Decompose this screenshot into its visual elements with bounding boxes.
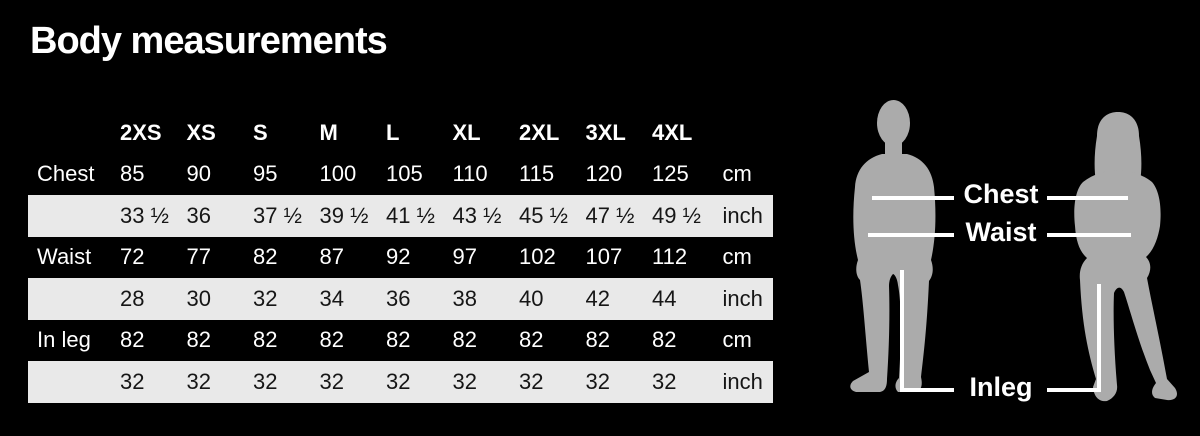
measurement-cell: 32 bbox=[120, 368, 145, 394]
unit-label: cm bbox=[722, 327, 752, 353]
measurement-cell: 30 bbox=[186, 285, 211, 311]
measurement-cell: 36 bbox=[186, 202, 211, 228]
measurement-cell: 40 bbox=[519, 285, 544, 311]
measurement-cell: 41 ½ bbox=[386, 202, 435, 228]
measurement-cell: 32 bbox=[452, 368, 477, 394]
size-header-cell: XS bbox=[186, 119, 216, 145]
measurement-row: In leg 82 82 82 82 82 82 82 82 82 cm bbox=[28, 320, 773, 362]
measurement-cell: 82 bbox=[519, 327, 544, 353]
waist-label: Waist bbox=[965, 217, 1037, 247]
measurement-cell: 44 bbox=[652, 285, 677, 311]
waist-line-left bbox=[868, 233, 954, 237]
chest-label: Chest bbox=[963, 179, 1039, 209]
measurement-row: Chest 85 90 95 100 105 110 115 120 125 cm bbox=[28, 154, 773, 196]
measurement-row: Waist 72 77 82 87 92 97 102 107 112 cm bbox=[28, 237, 773, 279]
measurement-cell: 110 bbox=[452, 161, 488, 187]
measurement-cell: 112 bbox=[652, 244, 688, 270]
measurement-cell: 102 bbox=[519, 244, 556, 270]
chest-line-right bbox=[1047, 196, 1128, 200]
row-label: Chest bbox=[37, 161, 95, 187]
measurement-row: 33 ½ 36 37 ½ 39 ½ 41 ½ 43 ½ 45 ½ 47 ½ 49 ½ inch bbox=[28, 195, 773, 237]
size-header-cell: M bbox=[319, 119, 338, 145]
male-silhouette bbox=[850, 100, 936, 392]
measurement-row: 28 30 32 34 36 38 40 42 44 inch bbox=[28, 278, 773, 320]
measurement-cell: 97 bbox=[452, 244, 477, 270]
measurement-cell: 32 bbox=[386, 368, 411, 394]
unit-label: cm bbox=[722, 244, 752, 270]
row-label: In leg bbox=[37, 327, 91, 353]
measurement-cell: 47 ½ bbox=[585, 202, 635, 228]
measurement-cell: 85 bbox=[120, 161, 145, 187]
measurement-cell: 77 bbox=[186, 244, 211, 270]
measurement-cell: 82 bbox=[652, 327, 677, 353]
measurement-cell: 32 bbox=[186, 368, 211, 394]
measurement-cell: 82 bbox=[253, 244, 278, 270]
body-diagram: Chest Waist Inleg bbox=[830, 90, 1200, 436]
chest-line-left bbox=[872, 196, 954, 200]
measurement-cell: 37 ½ bbox=[253, 202, 302, 228]
measurements-table: 2XS XS S M L XL 2XL 3XL 4XL Chest 85 90 95 100 105 110 1… bbox=[28, 112, 773, 403]
page-title: Body measurements bbox=[30, 20, 388, 62]
measurement-cell: 39 ½ bbox=[319, 202, 369, 228]
measurement-cell: 43 ½ bbox=[452, 202, 502, 228]
measurement-cell: 82 bbox=[386, 327, 411, 353]
inleg-label: Inleg bbox=[969, 372, 1033, 402]
inleg-line-female-horizontal bbox=[1047, 388, 1101, 392]
unit-label: inch bbox=[722, 285, 763, 311]
measurement-cell: 32 bbox=[585, 368, 610, 394]
measurement-row: 32 32 32 32 32 32 32 32 32 inch bbox=[28, 361, 773, 403]
measurement-cell: 90 bbox=[186, 161, 211, 187]
inleg-line-male-vertical bbox=[900, 270, 904, 392]
measurement-cell: 32 bbox=[652, 368, 677, 394]
size-header-cell: 3XL bbox=[585, 119, 626, 145]
measurement-cell: 82 bbox=[186, 327, 211, 353]
unit-label: cm bbox=[722, 161, 752, 187]
measurement-cell: 105 bbox=[386, 161, 423, 187]
measurement-cell: 120 bbox=[585, 161, 623, 187]
measurement-cell: 115 bbox=[519, 161, 555, 187]
female-silhouette bbox=[1074, 112, 1178, 402]
size-header-cell: 4XL bbox=[652, 119, 693, 145]
size-header-cell: 2XL bbox=[519, 119, 560, 145]
measurement-cell: 95 bbox=[253, 161, 278, 187]
measurement-cell: 36 bbox=[386, 285, 411, 311]
measurement-cell: 82 bbox=[253, 327, 278, 353]
measurement-cell: 34 bbox=[319, 285, 344, 311]
measurement-cell: 82 bbox=[319, 327, 344, 353]
measurement-cell: 100 bbox=[319, 161, 357, 187]
inleg-line-female-vertical bbox=[1097, 284, 1101, 392]
size-header-cell: 2XS bbox=[120, 119, 162, 145]
measurement-cell: 72 bbox=[120, 244, 145, 270]
size-header-cell: S bbox=[253, 119, 268, 145]
size-header-cell: L bbox=[386, 119, 400, 145]
size-header-row: 2XS XS S M L XL 2XL 3XL 4XL bbox=[28, 112, 773, 154]
measurement-cell: 33 ½ bbox=[120, 202, 169, 228]
measurement-cell: 49 ½ bbox=[652, 202, 701, 228]
unit-label: inch bbox=[722, 202, 763, 228]
measurement-cell: 32 bbox=[519, 368, 544, 394]
measurement-cell: 82 bbox=[452, 327, 477, 353]
measurement-cell: 32 bbox=[253, 285, 278, 311]
measurement-cell: 82 bbox=[120, 327, 145, 353]
measurement-cell: 42 bbox=[585, 285, 610, 311]
measurement-cell: 87 bbox=[319, 244, 344, 270]
measurement-cell: 45 ½ bbox=[519, 202, 568, 228]
measurement-cell: 92 bbox=[386, 244, 411, 270]
inleg-line-male-horizontal bbox=[900, 388, 954, 392]
unit-label: inch bbox=[722, 368, 763, 394]
measurement-cell: 38 bbox=[452, 285, 477, 311]
measurement-cell: 32 bbox=[319, 368, 344, 394]
measurement-cell: 82 bbox=[585, 327, 610, 353]
size-header-cell: XL bbox=[452, 119, 481, 145]
row-label: Waist bbox=[37, 244, 92, 270]
measurement-cell: 125 bbox=[652, 161, 689, 187]
measurement-cell: 32 bbox=[253, 368, 278, 394]
measurement-cell: 28 bbox=[120, 285, 145, 311]
waist-line-right bbox=[1047, 233, 1131, 237]
measurement-cell: 107 bbox=[585, 244, 623, 270]
